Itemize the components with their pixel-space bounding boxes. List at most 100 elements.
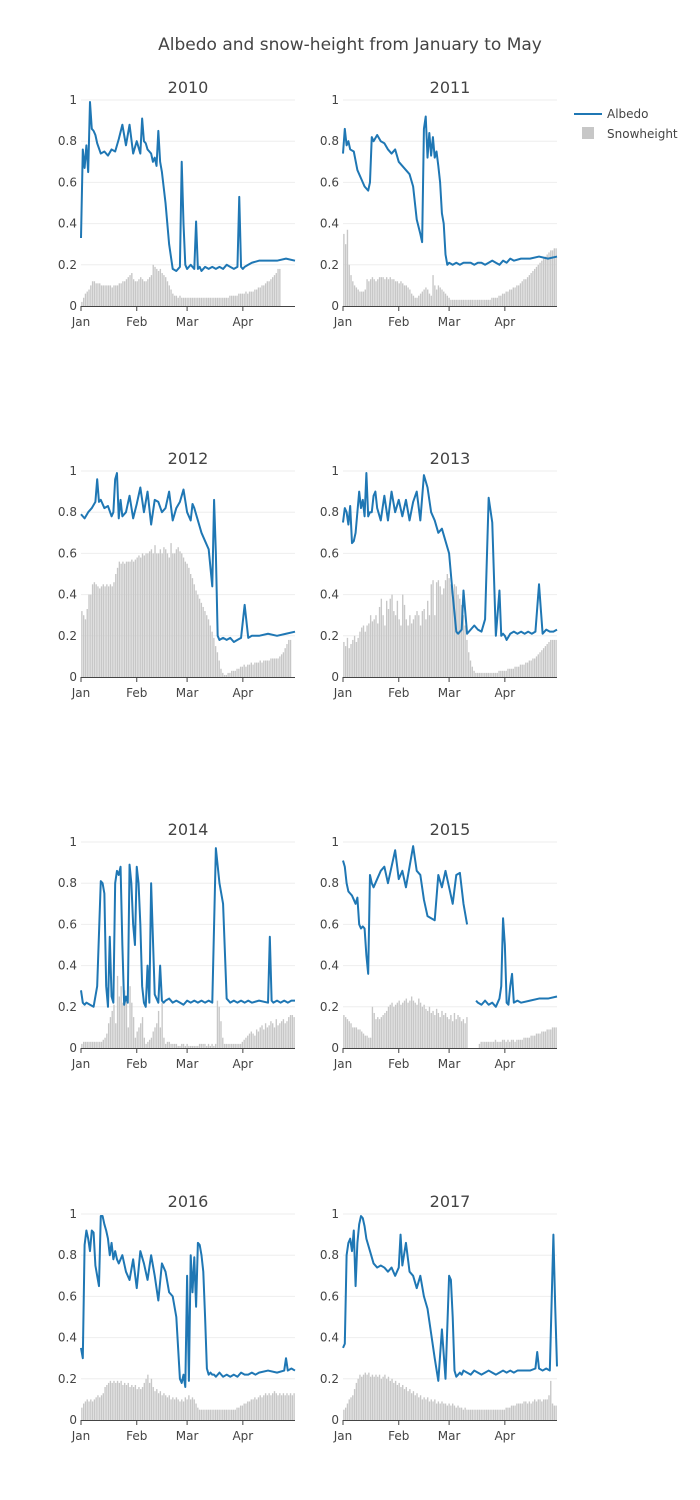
chart-title: Albedo and snow-height from January to M… — [158, 35, 542, 55]
subplot-2014-snow-bar — [247, 1035, 249, 1048]
subplot-2016-snow-bar — [129, 1387, 131, 1420]
subplot-2011-snow-bar — [535, 266, 538, 306]
subplot-2012-snow-bar — [138, 555, 140, 677]
subplot-2013-y-tick: 0 — [331, 670, 339, 684]
subplot-2016-title: 2016 — [168, 1192, 209, 1211]
subplot-2016-snow-bar — [195, 1403, 197, 1420]
subplot-2010-snow-bar — [193, 297, 195, 306]
subplot-2013-snow-bar — [387, 609, 390, 677]
subplot-2013-snow-bar — [484, 672, 486, 677]
subplot-2014-albedo-line[interactable] — [80, 847, 295, 1008]
subplot-2014-snow-bar — [288, 1017, 290, 1048]
subplot-2012-snow-bar — [227, 672, 229, 677]
subplot-2015-snow-bar — [355, 1027, 358, 1048]
subplot-2015-snow-bar — [482, 1041, 484, 1048]
subplot-2011-snow-bar — [428, 293, 431, 306]
subplot-2012-snow-bar — [232, 670, 235, 677]
subplot-2010-albedo-line[interactable] — [80, 101, 296, 272]
subplot-2014-snow-bar — [93, 1041, 96, 1048]
subplot-2014-snow-bar — [293, 1017, 295, 1048]
subplot-2013-snow-bar — [526, 662, 529, 677]
subplot-2015-snow-bar — [503, 1039, 506, 1048]
legend-snowheight-swatch[interactable] — [582, 127, 594, 139]
subplot-2011-snow-bar — [501, 293, 504, 306]
legend[interactable]: Albedo Snowheight — [574, 107, 678, 141]
subplot-2013-snow-bar — [555, 639, 557, 677]
subplot-2017-snow-bar — [551, 1403, 554, 1420]
subplot-2012-albedo-line[interactable] — [80, 472, 296, 643]
subplot-2015-albedo-line[interactable] — [342, 845, 558, 1008]
legend-snowheight-label[interactable]: Snowheight — [607, 127, 678, 141]
subplot-2017-snow-bar — [555, 1405, 557, 1420]
subplot-2017-snow-bar — [510, 1405, 513, 1420]
subplot-2011-snow-bar — [468, 299, 470, 306]
subplot-2010-y-tick: 0.2 — [58, 258, 77, 272]
subplot-2016-snow-bar — [225, 1409, 228, 1420]
subplot-2016-snow-bar — [186, 1399, 188, 1420]
subplot-2010-snow-bar — [216, 297, 219, 306]
subplot-2016-albedo-line[interactable] — [80, 1215, 296, 1389]
subplot-2017-snow-bar — [412, 1391, 415, 1420]
subplot-2014-snow-bar — [147, 1041, 149, 1048]
subplot-2013-snow-bar — [384, 625, 386, 677]
subplot-2015-snow-bar — [455, 1019, 457, 1048]
subplot-2015-snow-bar — [378, 1019, 381, 1048]
subplot-2012-snow-bar — [288, 639, 290, 677]
subplot-2011-snow-bar — [473, 299, 475, 306]
subplot-2017-snow-bar — [444, 1403, 447, 1420]
subplot-2016-snow-bar — [141, 1387, 144, 1420]
subplot-2014-snow-bar — [184, 1045, 187, 1048]
subplot-2017-snow-bar — [446, 1405, 449, 1420]
subplot-2014-snow-bar — [232, 1043, 235, 1048]
subplot-2012-snow-bar — [275, 658, 277, 677]
subplot-2015-snow-bar — [539, 1033, 541, 1048]
subplot-2017-y-tick: 0.2 — [320, 1372, 339, 1386]
subplot-2012-snow-bar — [270, 658, 272, 677]
subplot-2012-y-tick: 0.4 — [58, 588, 77, 602]
subplot-2013-albedo-line[interactable] — [342, 472, 558, 641]
subplot-2015-snow-bar — [478, 1043, 481, 1048]
subplot-2016-snow-bar — [241, 1405, 244, 1420]
subplot-2011-y-tick: 0.2 — [320, 258, 339, 272]
subplot-2016-snow-bar — [104, 1387, 106, 1420]
subplot-2017-snow-bar — [350, 1397, 352, 1420]
subplot-2013-snow-bar — [539, 652, 541, 677]
subplot-2013-snow-bar — [485, 672, 488, 677]
subplot-2013-snow-bar — [509, 668, 511, 677]
subplot-2015-snow-bar — [523, 1037, 525, 1048]
legend-albedo-label[interactable]: Albedo — [607, 107, 649, 121]
subplot-2014-snow-bar — [88, 1041, 90, 1048]
subplot-2012-snow-bar — [124, 563, 126, 677]
subplot-2013-snow-bar — [501, 670, 504, 677]
subplot-2013-snow-bar — [398, 619, 400, 677]
subplot-2017-snow-bar — [475, 1409, 477, 1420]
subplot-2017-snow-bar — [427, 1397, 429, 1420]
subplot-2017-albedo-line[interactable] — [342, 1215, 558, 1382]
subplot-2011-albedo-line[interactable] — [342, 115, 558, 266]
subplot-2011-snow-bar — [523, 279, 525, 306]
subplot-2011-snow-bar — [396, 281, 399, 306]
subplot-2010-snow-bar — [241, 293, 244, 306]
subplot-2013-snow-bar — [532, 658, 534, 677]
subplot-2017-x-tick: Mar — [438, 1429, 461, 1443]
subplot-2010-snow-bar — [254, 289, 256, 306]
subplot-2016-snow-bar — [284, 1395, 286, 1420]
subplot-2010-snow-bar — [198, 297, 201, 306]
subplot-2015-snow-bar — [484, 1041, 486, 1048]
subplot-2014-snow-bar — [207, 1043, 210, 1048]
subplot-2011-snow-bar — [416, 297, 418, 306]
subplot-2014-snow-bar — [154, 1027, 156, 1048]
subplot-2011-snow-bar — [355, 287, 358, 306]
subplot-2015-y-tick: 0.8 — [320, 876, 339, 890]
subplot-2010-snow-bar — [136, 281, 138, 306]
subplot-2016-snow-bar — [239, 1405, 242, 1420]
subplot-2014-snow-bar — [213, 1045, 215, 1048]
subplot-2011-snow-bar — [476, 299, 479, 306]
subplot-2012-snow-bar — [197, 594, 199, 677]
subplot-2012-snow-bar — [81, 611, 83, 677]
subplot-2017-snow-bar — [432, 1401, 434, 1420]
subplot-2010-snow-bar — [190, 297, 192, 306]
subplot-2011-snow-bar — [500, 295, 502, 306]
subplot-2012-snow-bar — [179, 551, 181, 677]
subplot-2015-snow-bar — [494, 1039, 497, 1048]
